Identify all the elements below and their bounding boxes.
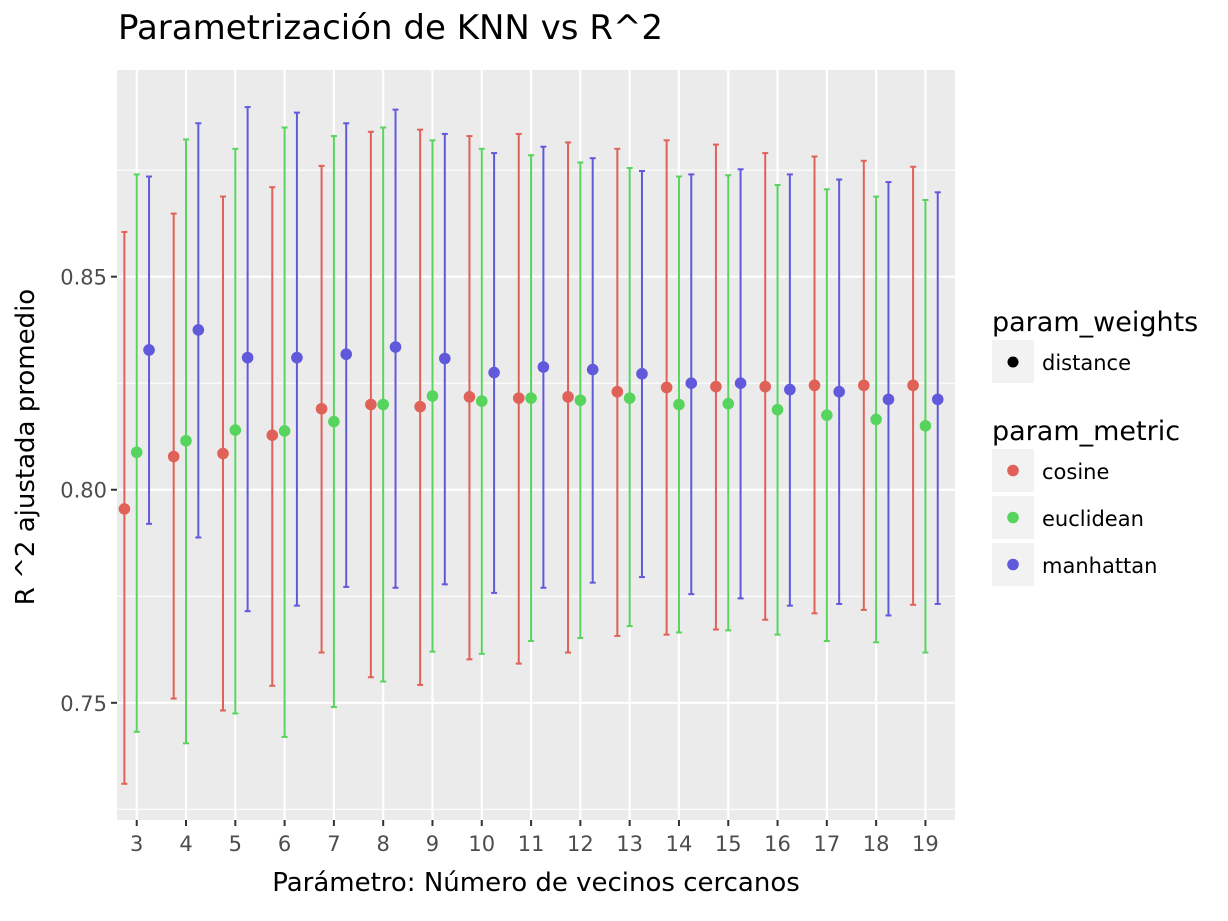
x-tick-label: 5 bbox=[229, 832, 242, 856]
series-euclidean bbox=[130, 126, 932, 745]
y-axis-title: R ^2 ajustada promedio bbox=[11, 289, 41, 605]
data-point-manhattan bbox=[586, 363, 599, 376]
data-point-manhattan bbox=[291, 351, 303, 364]
x-tick-label: 17 bbox=[813, 832, 840, 856]
y-tick-label: 0.85 bbox=[60, 266, 107, 290]
legend-distance-icon bbox=[1007, 356, 1019, 368]
legend: param_weights distance param_metric cosi… bbox=[992, 307, 1198, 586]
data-point-cosine bbox=[266, 429, 279, 441]
legend-manhattan-icon bbox=[1007, 558, 1019, 571]
data-point-manhattan bbox=[685, 377, 698, 390]
data-point-euclidean bbox=[870, 413, 882, 426]
x-tick-label: 4 bbox=[179, 832, 192, 856]
data-point-cosine bbox=[365, 398, 377, 411]
x-tick-label: 13 bbox=[616, 832, 643, 856]
legend-metric-items: cosine euclidean manhattan bbox=[992, 449, 1157, 586]
data-point-euclidean bbox=[180, 434, 192, 447]
data-point-euclidean bbox=[821, 409, 833, 421]
data-point-manhattan bbox=[636, 368, 648, 380]
x-axis-title: Parámetro: Número de vecinos cercanos bbox=[272, 868, 800, 898]
data-point-cosine bbox=[808, 379, 821, 392]
x-axis: 3 4 5 6 7 8 9 10 11 12 13 14 15 16 17 18 19 bbox=[130, 820, 939, 856]
data-point-cosine bbox=[660, 381, 673, 394]
data-point-manhattan bbox=[340, 348, 353, 361]
data-point-cosine bbox=[315, 402, 328, 415]
data-point-euclidean bbox=[229, 424, 242, 436]
data-point-euclidean bbox=[525, 392, 537, 404]
data-point-manhattan bbox=[439, 352, 451, 365]
x-tick-label: 10 bbox=[468, 832, 495, 856]
data-point-manhattan bbox=[389, 341, 402, 353]
data-point-euclidean bbox=[377, 398, 389, 411]
y-tick-label: 0.80 bbox=[60, 479, 107, 503]
legend-label-euclidean: euclidean bbox=[1042, 507, 1144, 531]
data-point-cosine bbox=[167, 450, 180, 463]
x-tick-label: 11 bbox=[518, 832, 545, 856]
data-point-manhattan bbox=[241, 351, 254, 364]
x-tick-label: 6 bbox=[278, 832, 291, 856]
data-marks bbox=[118, 106, 944, 785]
data-point-manhattan bbox=[882, 393, 895, 406]
x-tick-label: 9 bbox=[426, 832, 439, 856]
chart-title: Parametrización de KNN vs R^2 bbox=[118, 8, 663, 48]
data-point-euclidean bbox=[130, 446, 143, 459]
x-tick-label: 16 bbox=[764, 832, 791, 856]
x-tick-label: 12 bbox=[567, 832, 594, 856]
data-point-cosine bbox=[463, 391, 476, 403]
data-point-euclidean bbox=[328, 415, 340, 428]
data-point-manhattan bbox=[833, 385, 845, 398]
plot-panel bbox=[117, 70, 955, 820]
data-point-euclidean bbox=[475, 395, 488, 407]
data-point-manhattan bbox=[537, 361, 550, 373]
data-point-cosine bbox=[858, 379, 870, 392]
data-point-manhattan bbox=[192, 324, 205, 336]
legend-label-cosine: cosine bbox=[1042, 460, 1109, 484]
data-point-euclidean bbox=[722, 397, 735, 410]
data-point-euclidean bbox=[426, 390, 439, 402]
data-point-cosine bbox=[414, 400, 426, 413]
data-point-euclidean bbox=[623, 392, 636, 404]
data-point-cosine bbox=[512, 392, 525, 404]
y-tick-label: 0.75 bbox=[60, 692, 107, 716]
data-point-manhattan bbox=[784, 383, 796, 396]
data-point-cosine bbox=[710, 380, 722, 393]
x-tick-label: 3 bbox=[130, 832, 143, 856]
series-manhattan bbox=[143, 106, 944, 617]
x-tick-label: 15 bbox=[715, 832, 742, 856]
data-point-manhattan bbox=[931, 393, 944, 406]
data-point-euclidean bbox=[278, 425, 291, 437]
data-point-manhattan bbox=[143, 344, 155, 356]
series-cosine bbox=[118, 128, 919, 785]
x-tick-label: 7 bbox=[327, 832, 340, 856]
legend-label-distance: distance bbox=[1042, 351, 1131, 375]
x-tick-label: 18 bbox=[863, 832, 890, 856]
y-axis: 0.75 0.80 0.85 bbox=[60, 266, 117, 716]
data-point-cosine bbox=[562, 391, 574, 403]
x-tick-label: 8 bbox=[377, 832, 390, 856]
data-point-cosine bbox=[907, 379, 919, 392]
data-point-cosine bbox=[759, 380, 772, 393]
legend-euclidean-icon bbox=[1007, 511, 1019, 524]
data-point-euclidean bbox=[919, 420, 932, 432]
data-point-manhattan bbox=[734, 377, 747, 390]
legend-cosine-icon bbox=[1007, 464, 1019, 477]
legend-label-manhattan: manhattan bbox=[1042, 554, 1157, 578]
x-tick-label: 19 bbox=[912, 832, 939, 856]
data-point-euclidean bbox=[771, 403, 784, 416]
data-point-manhattan bbox=[488, 366, 500, 379]
x-tick-label: 14 bbox=[666, 832, 693, 856]
legend-metric-title: param_metric bbox=[992, 416, 1180, 447]
data-point-euclidean bbox=[673, 398, 685, 411]
data-point-cosine bbox=[611, 385, 624, 398]
legend-weights-title: param_weights bbox=[992, 307, 1198, 338]
data-point-cosine bbox=[217, 447, 229, 460]
data-point-euclidean bbox=[574, 394, 587, 407]
data-point-cosine bbox=[118, 503, 131, 515]
